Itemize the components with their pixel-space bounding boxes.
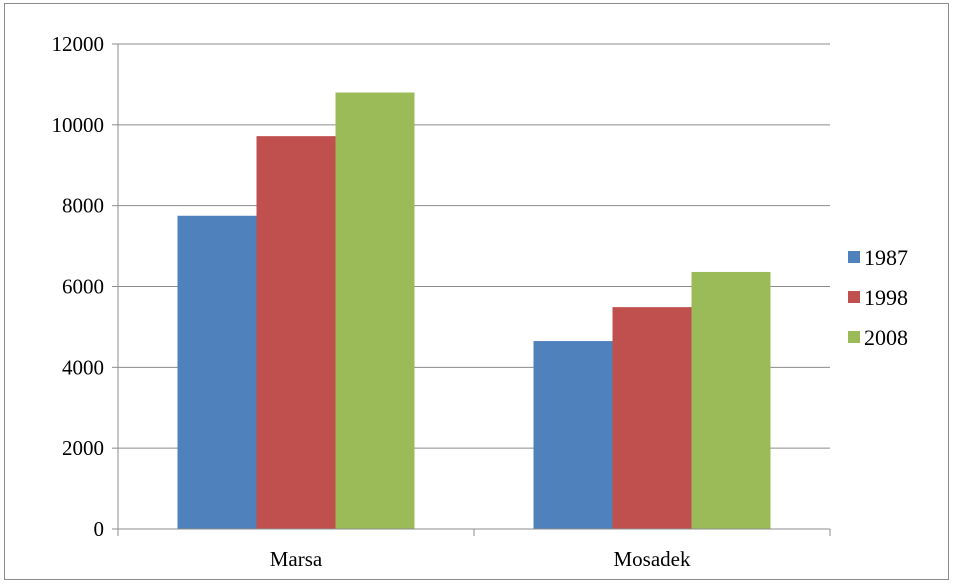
legend-swatch-2008 [848,331,860,343]
y-tick-label: 4000 [62,355,104,379]
legend-label: 2008 [864,325,908,350]
y-tick-label: 2000 [62,436,104,460]
bar-marsa-1987 [177,215,257,530]
bars [177,92,771,530]
legend-swatch-1987 [848,251,860,263]
legend-label: 1987 [864,245,908,270]
y-tick-label: 0 [94,517,105,541]
x-tick-label: Marsa [270,547,323,571]
legend: 1987 1998 2008 [848,245,908,350]
bar-mosadek-1998 [612,307,692,529]
y-tick-label: 12000 [52,32,105,56]
y-tick-label: 8000 [62,194,104,218]
bar-marsa-1998 [256,136,336,529]
bar-mosadek-1987 [533,341,613,529]
y-tick-label: 6000 [62,275,104,299]
bar-marsa-2008 [335,92,415,529]
legend-swatch-1998 [848,291,860,303]
legend-label: 1998 [864,285,908,310]
chart-container [4,3,949,580]
y-tick-label: 10000 [52,113,105,137]
bar-mosadek-2008 [691,271,771,529]
x-tick-label: Mosadek [614,547,691,571]
axes: 0 2000 4000 6000 8000 10000 12000 Marsa Mosadek [52,32,831,571]
